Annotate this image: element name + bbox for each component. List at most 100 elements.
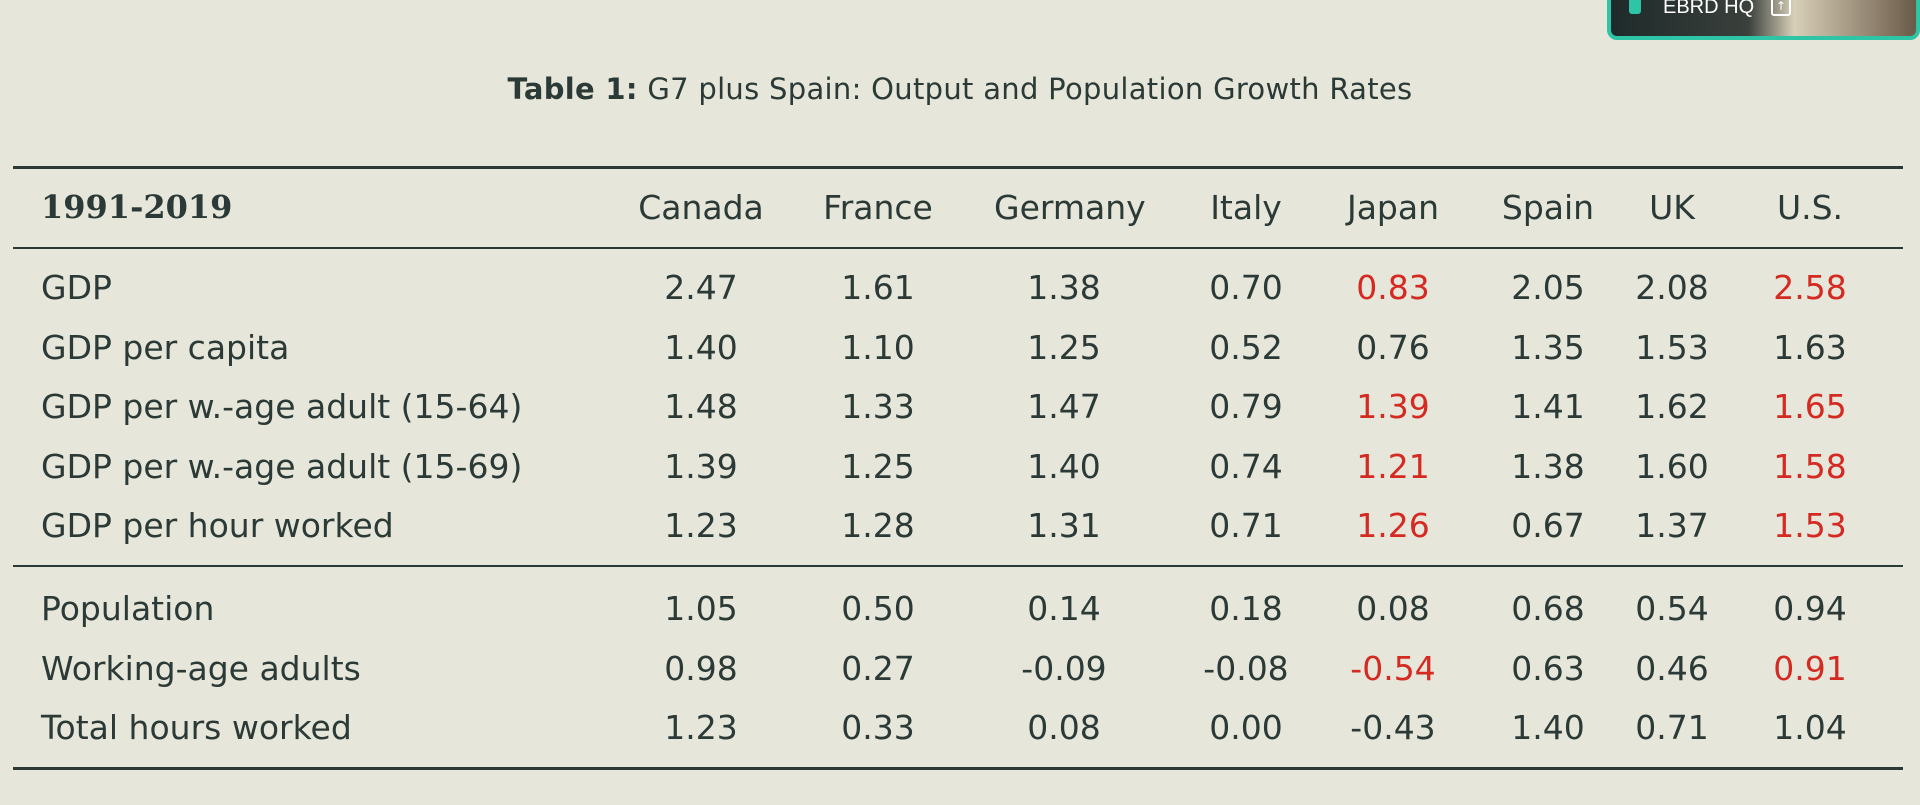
table-cell: -0.54 xyxy=(1350,648,1436,688)
table-cell: 0.27 xyxy=(841,648,915,688)
table-cell: 1.47 xyxy=(1027,387,1101,426)
row-label: Population xyxy=(41,589,215,628)
table-cell: 0.83 xyxy=(1356,268,1430,307)
column-header: Japan xyxy=(1346,188,1440,227)
caption-text: G7 plus Spain: Output and Population Gro… xyxy=(647,72,1413,106)
table-cell: 1.40 xyxy=(664,327,738,367)
table-cell: 0.71 xyxy=(1635,708,1709,747)
table-cell: 1.41 xyxy=(1511,387,1585,426)
table-cell: 1.39 xyxy=(664,446,738,486)
table-cell: 1.26 xyxy=(1356,506,1430,545)
table-cell: 1.33 xyxy=(841,387,915,426)
table-cell: 0.70 xyxy=(1209,268,1283,307)
table-cell: 1.65 xyxy=(1773,387,1847,426)
table-cell: 1.53 xyxy=(1773,506,1847,545)
row-label: Total hours worked xyxy=(41,708,352,747)
table-cell: 0.74 xyxy=(1209,446,1283,486)
table-caption: Table 1: G7 plus Spain: Output and Popul… xyxy=(0,72,1920,106)
row-label: GDP per hour worked xyxy=(41,506,394,545)
column-header: U.S. xyxy=(1776,188,1844,227)
table-cell: 1.23 xyxy=(664,708,738,747)
table-cell: 1.10 xyxy=(841,327,915,367)
table-cell: 1.53 xyxy=(1635,327,1709,367)
table-cell: 2.05 xyxy=(1511,268,1585,307)
table-cell: 1.39 xyxy=(1356,387,1430,426)
table-cell: 0.67 xyxy=(1511,506,1585,545)
table-row: Working-age adults 0.98 0.27 -0.09 -0.08 -0.5… xyxy=(0,649,1920,697)
table-cell: 1.28 xyxy=(841,506,915,545)
column-header: Italy xyxy=(1210,188,1282,227)
bottom-rule xyxy=(13,767,1903,770)
row-label: GDP per capita xyxy=(41,327,290,367)
table-cell: 0.52 xyxy=(1209,327,1283,367)
table-row: GDP per capita 1.40 1.10 1.25 0.52 0.76 1.35 1.… xyxy=(0,328,1920,376)
table-cell: -0.08 xyxy=(1203,648,1289,688)
table-cell: 1.40 xyxy=(1511,708,1585,747)
table-cell: 1.35 xyxy=(1511,327,1585,367)
table-cell: 1.31 xyxy=(1027,506,1101,545)
caption-prefix: Table 1: xyxy=(507,72,638,106)
table-cell: 1.62 xyxy=(1635,387,1709,426)
table-cell: 0.71 xyxy=(1209,506,1283,545)
header-rule xyxy=(13,247,1903,249)
period-label: 1991-2019 xyxy=(41,188,233,226)
table-cell: -0.43 xyxy=(1350,708,1436,747)
column-header: Canada xyxy=(638,188,764,227)
column-header: France xyxy=(823,188,933,227)
column-header: UK xyxy=(1649,188,1695,227)
table-cell: 1.37 xyxy=(1635,506,1709,545)
table-cell: 0.63 xyxy=(1511,648,1585,688)
table-cell: 0.54 xyxy=(1635,589,1709,628)
table-cell: 0.18 xyxy=(1209,589,1283,628)
column-header: Spain xyxy=(1501,188,1595,227)
share-screen-icon[interactable]: ↑ xyxy=(1771,0,1791,16)
table-cell: -0.09 xyxy=(1021,648,1107,688)
table-cell: 0.91 xyxy=(1773,648,1847,688)
table-cell: 1.61 xyxy=(841,268,915,307)
table-cell: 1.63 xyxy=(1773,327,1847,367)
table-cell: 1.04 xyxy=(1773,708,1847,747)
table-cell: 2.08 xyxy=(1635,268,1709,307)
group-divider-rule xyxy=(13,565,1903,567)
table-cell: 2.47 xyxy=(664,268,738,307)
table-cell: 1.25 xyxy=(1027,327,1101,367)
microphone-icon xyxy=(1629,0,1641,14)
table-row: Population 1.05 0.50 0.14 0.18 0.08 0.68 0.54 0.… xyxy=(0,589,1920,637)
table-cell: 0.76 xyxy=(1356,327,1430,367)
table-cell: 1.38 xyxy=(1027,268,1101,307)
table-cell: 0.46 xyxy=(1635,648,1709,688)
video-thumbnail[interactable]: EBRD HQ ↑ xyxy=(1607,0,1920,40)
row-label: Working-age adults xyxy=(41,648,361,688)
table-cell: 1.38 xyxy=(1511,446,1585,486)
table-cell: 1.48 xyxy=(664,387,738,426)
table-cell: 0.79 xyxy=(1209,387,1283,426)
row-label: GDP xyxy=(41,268,112,307)
table-cell: 0.08 xyxy=(1356,589,1430,628)
table-cell: 1.21 xyxy=(1356,446,1430,486)
table-cell: 1.60 xyxy=(1635,446,1709,486)
header-row: 1991-2019 Canada France Germany Italy Ja… xyxy=(0,188,1920,236)
table-cell: 1.40 xyxy=(1027,446,1101,486)
table-row: GDP per hour worked 1.23 1.28 1.31 0.71 1.26 0… xyxy=(0,506,1920,554)
table-cell: 0.50 xyxy=(841,589,915,628)
table-cell: 0.33 xyxy=(841,708,915,747)
table-cell: 1.05 xyxy=(664,589,738,628)
table-cell: 1.23 xyxy=(664,506,738,545)
table-cell: 1.58 xyxy=(1773,446,1847,486)
column-header: Germany xyxy=(994,188,1146,227)
video-label: EBRD HQ xyxy=(1663,0,1755,18)
table-cell: 0.08 xyxy=(1027,708,1101,747)
table-row: GDP per w.-age adult (15-64) 1.48 1.33 1.47… xyxy=(0,387,1920,435)
table-cell: 2.58 xyxy=(1773,268,1847,307)
table-cell: 0.98 xyxy=(664,648,738,688)
table-cell: 0.00 xyxy=(1209,708,1283,747)
row-label: GDP per w.-age adult (15-64) xyxy=(41,387,523,426)
table-cell: 0.68 xyxy=(1511,589,1585,628)
table-cell: 1.25 xyxy=(841,446,915,486)
table-row: Total hours worked 1.23 0.33 0.08 0.00 -0.43 1… xyxy=(0,708,1920,756)
row-label: GDP per w.-age adult (15-69) xyxy=(41,446,523,486)
table-cell: 0.14 xyxy=(1027,589,1101,628)
top-rule xyxy=(13,166,1903,169)
table-row: GDP 2.47 1.61 1.38 0.70 0.83 2.05 2.08 2.58 xyxy=(0,268,1920,316)
table-row: GDP per w.-age adult (15-69) 1.39 1.25 1.40… xyxy=(0,447,1920,495)
